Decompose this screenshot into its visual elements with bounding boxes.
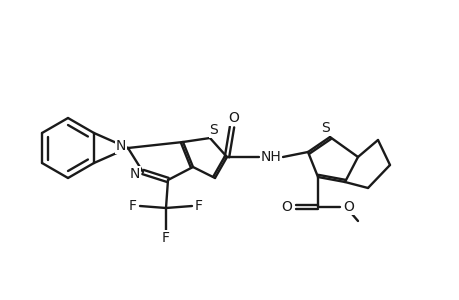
Text: N: N [116, 139, 126, 153]
Text: F: F [162, 231, 170, 245]
Text: F: F [129, 199, 137, 213]
Text: F: F [195, 199, 202, 213]
Text: NH: NH [260, 150, 281, 164]
Text: O: O [281, 200, 292, 214]
Text: N: N [129, 167, 140, 181]
Text: O: O [343, 200, 354, 214]
Text: O: O [228, 111, 239, 125]
Text: S: S [209, 123, 218, 137]
Text: S: S [321, 121, 330, 135]
